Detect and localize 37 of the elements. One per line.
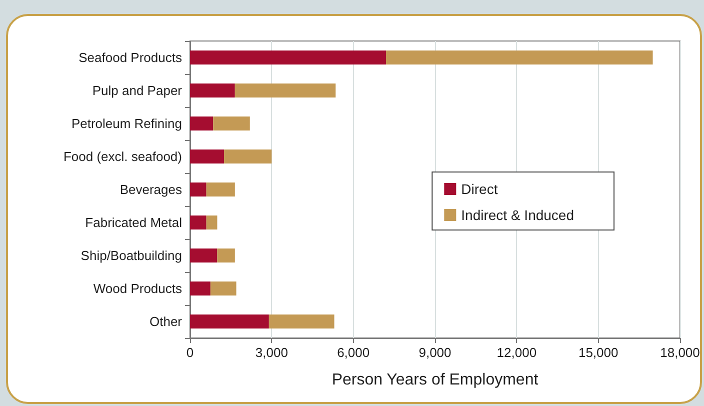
bar <box>190 116 214 130</box>
bar <box>190 248 218 262</box>
y-tick-label: Fabricated Metal <box>85 215 182 230</box>
x-tick-label: 12,000 <box>496 345 537 360</box>
bar <box>190 150 224 164</box>
y-tick-label: Beverages <box>120 182 182 197</box>
bar <box>268 314 334 328</box>
x-axis-title: Person Years of Employment <box>332 372 539 388</box>
y-tick-label: Petroleum Refining <box>71 116 182 131</box>
x-tick-label: 9,000 <box>418 345 452 360</box>
y-tick-label: Seafood Products <box>78 50 182 65</box>
legend-label: Direct <box>461 181 498 197</box>
x-tick-label: 18,000 <box>660 345 700 360</box>
bar <box>190 314 269 328</box>
x-tick-label: 0 <box>186 345 194 360</box>
bar <box>206 182 235 196</box>
bar <box>217 248 235 262</box>
x-tick-label: 3,000 <box>255 345 288 360</box>
x-tick-label: 6,000 <box>337 345 370 360</box>
bar <box>190 282 210 296</box>
bar <box>190 216 206 230</box>
y-tick-label: Other <box>149 314 183 329</box>
bar <box>190 84 235 98</box>
bar <box>224 150 272 164</box>
bar <box>210 282 236 296</box>
bar <box>386 50 653 64</box>
y-tick-label: Pulp and Paper <box>92 83 183 98</box>
y-tick-label: Food (excl. seafood) <box>63 149 182 164</box>
bar <box>190 50 386 64</box>
bar <box>213 116 250 130</box>
bar <box>234 84 336 98</box>
x-tick-label: 15,000 <box>578 345 618 360</box>
bar <box>190 182 206 196</box>
bar <box>206 216 218 230</box>
y-tick-label: Wood Products <box>93 281 182 296</box>
legend-label: Indirect & Induced <box>461 207 574 223</box>
y-tick-label: Ship/Boatbuilding <box>80 248 182 263</box>
